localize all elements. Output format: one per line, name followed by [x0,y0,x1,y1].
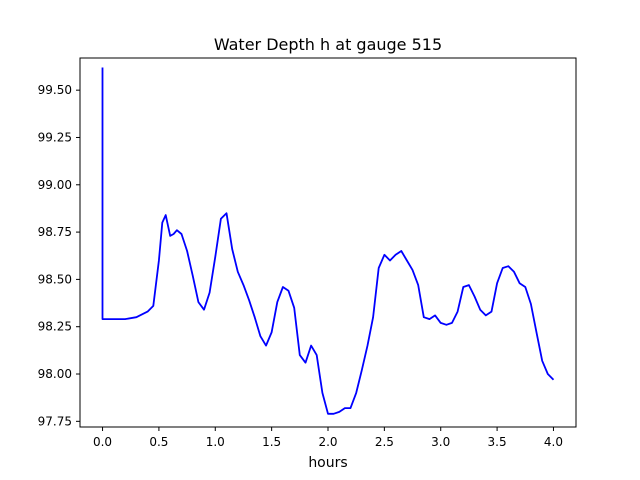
x-axis-ticks: 0.0 0.5 1.0 1.5 2.0 2.5 3.0 3.5 4.0 [93,427,563,449]
x-tick-label: 0.0 [93,435,112,449]
y-tick-label: 98.00 [38,367,72,381]
y-tick-label: 99.00 [38,178,72,192]
y-tick-label: 99.50 [38,83,72,97]
x-axis-label: hours [308,455,347,471]
y-tick-label: 97.75 [38,414,72,428]
series-line [101,67,555,415]
x-tick-label: 3.5 [488,435,507,449]
x-tick-label: 1.0 [206,435,225,449]
x-tick-label: 2.5 [375,435,394,449]
x-tick-label: 0.5 [149,435,168,449]
x-tick-label: 1.5 [262,435,281,449]
y-tick-label: 98.50 [38,272,72,286]
y-tick-label: 98.25 [38,320,72,334]
y-tick-label: 98.75 [38,225,72,239]
y-axis-ticks: 97.75 98.00 98.25 98.50 98.75 99.00 99.25 99.50 [38,83,80,428]
x-tick-label: 3.0 [431,435,450,449]
x-tick-label: 4.0 [544,435,563,449]
chart-title: Water Depth h at gauge 515 [214,35,442,54]
y-tick-label: 99.25 [38,130,72,144]
x-tick-label: 2.0 [318,435,337,449]
